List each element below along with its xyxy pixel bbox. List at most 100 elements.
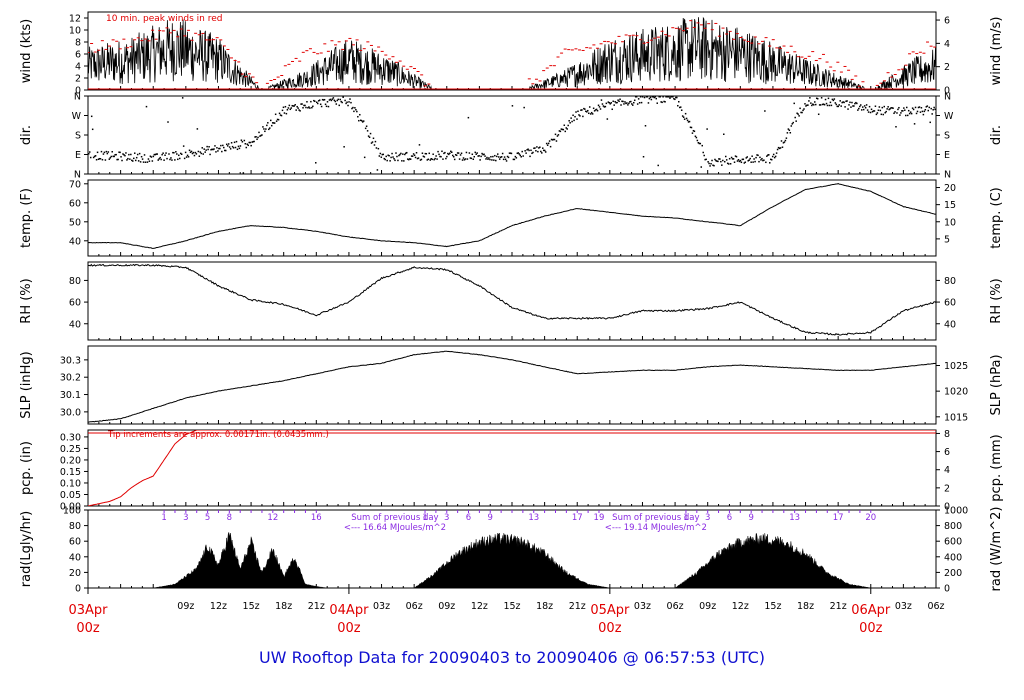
dir-point [386,159,388,162]
dir-point [438,153,440,156]
solar-hour-label: 13 [528,513,539,523]
dir-point [311,106,313,109]
dir-point [498,158,501,160]
y-tick-label: 0.05 [60,490,81,501]
dir-point [835,103,838,106]
dir-point [619,98,621,101]
dir-point [471,153,474,156]
date-label: 06Apr [851,603,891,618]
pcp-annotation: Tip increments are approx. 0.00171in. (0… [107,430,329,440]
dir-point [236,148,239,151]
dir-point [523,106,525,109]
y-tick-label: 0 [75,584,81,595]
dir-point [132,160,134,162]
dir-point [174,159,176,161]
dir-point [823,103,826,106]
dir-point [718,158,720,160]
dir-point [691,132,694,134]
y-tick-label-right: 8 [944,429,950,440]
dir-point [722,159,724,162]
dir-point [918,106,921,108]
dir-point [460,152,463,155]
dir-point [690,126,693,129]
dir-point [613,104,615,106]
y-tick-label-right: 1015 [944,412,968,423]
dir-point [390,156,392,159]
dir-point [817,113,820,116]
dir-point [655,97,658,100]
dir-point [472,158,475,161]
dir-point [929,121,931,124]
y-tick-label: W [72,111,82,122]
panel-frame [87,345,937,425]
dir-point [442,158,444,160]
dir-point [545,142,548,145]
dir-point [906,114,909,117]
dir-point [740,161,743,164]
dir-point [618,100,620,103]
dir-point [890,107,892,109]
dir-point [733,161,736,163]
dir-point [542,147,544,149]
dir-point [847,108,849,110]
dir-point [696,139,699,142]
dir-point [376,169,379,171]
dir-point [364,127,367,130]
dir-point [454,154,457,156]
y-tick-label-right: 80 [944,276,956,287]
dir-point [115,153,117,156]
dir-point [370,142,373,144]
dir-point [928,106,930,109]
dir-point [834,102,837,104]
dir-point [292,105,294,107]
solar-hour-label: 6 [727,513,732,523]
y-tick-label: S [75,131,81,142]
dir-point [858,107,860,110]
dir-point [686,119,689,122]
dir-point [902,110,904,112]
dir-point [383,157,385,160]
panel-2: temp. (F) temp. (C) 40 50 60 70 5 10 15 20 [19,179,1004,257]
panel-6: rad(Lgly/hr) rad (W/m^2)02040608010002004… [19,506,1004,595]
dir-point [315,101,318,104]
dir-point [743,162,746,164]
dir-point [539,146,541,148]
dir-point [407,158,410,161]
dir-point [344,99,346,102]
dir-point [239,145,242,147]
dir-point [183,157,186,160]
dir-point [602,105,605,107]
y-axis-label: rad(Lgly/hr) [19,511,34,587]
x-tick-label: 12z [210,601,227,612]
dir-point [710,162,712,165]
dir-point [742,158,745,161]
dir-point [207,148,209,151]
dir-point [750,161,752,163]
dir-point [782,142,785,144]
dir-point [713,164,715,167]
dir-point [766,155,768,157]
dir-point [458,158,461,160]
dir-point [138,152,141,155]
dir-point [639,96,642,98]
dir-point [712,164,714,167]
dir-point [720,160,722,163]
dir-point [933,106,935,109]
dir-point [487,158,489,160]
dir-point [600,99,603,101]
dir-point [873,110,876,112]
dir-point [391,152,393,155]
dir-point [579,115,581,117]
date-time-label: 00z [598,621,622,636]
dir-point [351,107,353,110]
dir-point [879,109,882,112]
dir-point [748,159,750,161]
x-tick-label: 09z [177,601,194,612]
dir-point [155,153,158,155]
dir-point [380,156,383,158]
dir-point [318,99,321,101]
dir-point [550,138,553,141]
dir-point [216,147,218,149]
y-tick-label: N [74,170,81,181]
dir-point [616,101,618,104]
